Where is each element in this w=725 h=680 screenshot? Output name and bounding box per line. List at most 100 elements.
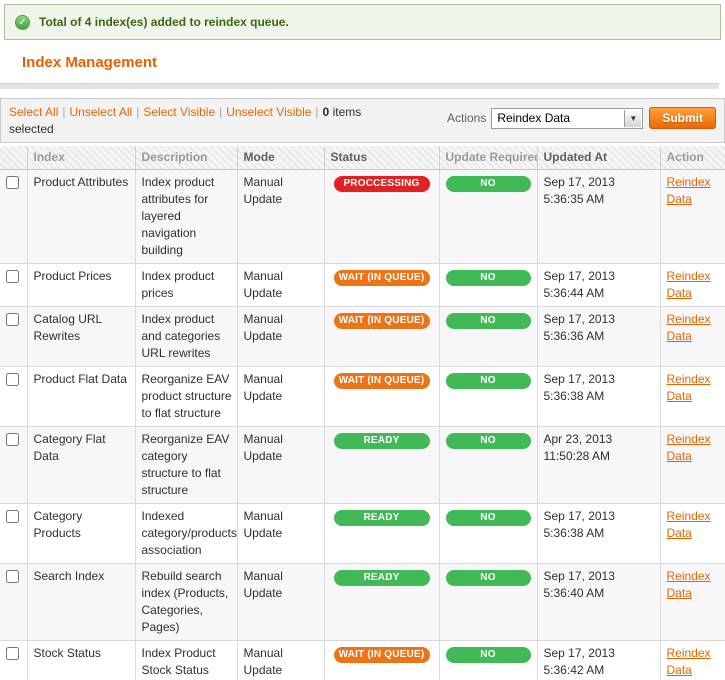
index-cell: Product Flat Data [27, 366, 136, 427]
grid-header-row: Index Description Mode Status Update Require… [0, 146, 725, 170]
row-checkbox[interactable] [6, 646, 19, 660]
actions-select[interactable]: Reindex Data ▼ [491, 107, 644, 129]
row-checkbox[interactable] [6, 509, 19, 523]
column-header-update-required[interactable]: Update Required [439, 146, 538, 170]
mass-link-unselect-visible[interactable]: Unselect Visible [226, 105, 312, 119]
status-badge: WAIT (IN QUEUE) [333, 646, 430, 663]
mode-cell: Manual Update [237, 306, 325, 367]
update-required-cell: NO [439, 306, 538, 367]
row-checkbox-cell [0, 263, 28, 307]
action-cell: Reindex Data [660, 503, 725, 564]
update-required-badge: NO [445, 175, 531, 192]
chevron-down-icon[interactable]: ▼ [624, 109, 642, 127]
row-checkbox[interactable] [6, 269, 19, 283]
update-required-badge: NO [445, 509, 531, 526]
action-cell: Reindex Data [660, 563, 725, 641]
row-checkbox-cell [0, 306, 28, 367]
link-separator: | [219, 105, 223, 119]
column-header-mode[interactable]: Mode [237, 146, 325, 170]
table-row: Category Products Indexed category/produc… [0, 503, 725, 564]
success-check-icon: ✓ [15, 14, 30, 30]
column-header-updated-at[interactable]: Updated At [537, 146, 661, 170]
mode-cell: Manual Update [237, 263, 325, 307]
update-required-badge: NO [445, 432, 531, 449]
status-cell: WAIT (IN QUEUE) [324, 263, 440, 307]
submit-button[interactable]: Submit [649, 107, 716, 129]
reindex-data-link[interactable]: Reindex Data [666, 371, 711, 403]
update-required-badge: NO [445, 269, 531, 286]
updated-at-cell: Sep 17, 2013 5:36:38 AM [537, 503, 661, 564]
link-separator: | [62, 105, 66, 119]
status-badge: PROCCESSING [333, 175, 430, 192]
update-required-cell: NO [439, 563, 538, 641]
reindex-data-link[interactable]: Reindex Data [666, 268, 711, 300]
update-required-badge: NO [445, 569, 531, 586]
row-checkbox[interactable] [6, 175, 19, 189]
action-cell: Reindex Data [660, 306, 725, 367]
status-cell: PROCCESSING [324, 169, 440, 264]
link-separator: | [136, 105, 140, 119]
description-cell: Index product attributes for layered nav… [135, 169, 238, 264]
column-header-action: Action [660, 146, 725, 170]
status-cell: WAIT (IN QUEUE) [324, 640, 440, 680]
update-required-cell: NO [439, 366, 538, 427]
index-cell: Stock Status [27, 640, 136, 680]
update-required-cell: NO [439, 169, 538, 264]
link-separator: | [315, 105, 319, 119]
column-header-description[interactable]: Description [135, 146, 238, 170]
row-checkbox[interactable] [6, 569, 19, 583]
table-row: Category Flat Data Reorganize EAV categor… [0, 426, 725, 504]
row-checkbox-cell [0, 169, 28, 264]
table-row: Catalog URL Rewrites Index product and ca… [0, 306, 725, 367]
index-cell: Search Index [27, 563, 136, 641]
index-grid: Index Description Mode Status Update Require… [0, 146, 725, 680]
success-message-banner: ✓ Total of 4 index(es) added to reindex … [4, 4, 721, 40]
row-checkbox[interactable] [6, 432, 19, 446]
mass-link-unselect-all[interactable]: Unselect All [69, 105, 133, 119]
mode-cell: Manual Update [237, 563, 325, 641]
reindex-data-link[interactable]: Reindex Data [666, 645, 711, 677]
reindex-data-link[interactable]: Reindex Data [666, 568, 711, 600]
reindex-data-link[interactable]: Reindex Data [666, 174, 711, 206]
status-badge: WAIT (IN QUEUE) [333, 372, 430, 389]
mass-link-select-visible[interactable]: Select Visible [143, 105, 216, 119]
updated-at-cell: Sep 17, 2013 5:36:35 AM [537, 169, 661, 264]
row-checkbox-cell [0, 640, 28, 680]
status-badge: WAIT (IN QUEUE) [333, 269, 430, 286]
description-cell: Index product prices [135, 263, 238, 307]
action-cell: Reindex Data [660, 366, 725, 427]
row-checkbox[interactable] [6, 312, 19, 326]
mode-cell: Manual Update [237, 366, 325, 427]
mode-cell: Manual Update [237, 503, 325, 564]
mass-link-select-all[interactable]: Select All [9, 105, 59, 119]
action-cell: Reindex Data [660, 263, 725, 307]
description-cell: Index Product Stock Status [135, 640, 238, 680]
update-required-badge: NO [445, 372, 531, 389]
reindex-data-link[interactable]: Reindex Data [666, 508, 711, 540]
reindex-data-link[interactable]: Reindex Data [666, 431, 711, 463]
table-row: Product Attributes Index product attribut… [0, 169, 725, 264]
column-header-checkbox [0, 146, 28, 170]
success-message-text: Total of 4 index(es) added to reindex qu… [39, 15, 289, 29]
column-header-status[interactable]: Status [324, 146, 440, 170]
action-cell: Reindex Data [660, 169, 725, 264]
mode-cell: Manual Update [237, 640, 325, 680]
page-title: Index Management [22, 54, 158, 71]
status-cell: READY [324, 503, 440, 564]
reindex-data-link[interactable]: Reindex Data [666, 311, 711, 343]
updated-at-cell: Sep 17, 2013 5:36:44 AM [537, 263, 661, 307]
table-row: Product Prices Index product prices Manual… [0, 263, 725, 307]
row-checkbox[interactable] [6, 372, 19, 386]
update-required-cell: NO [439, 263, 538, 307]
index-cell: Category Products [27, 503, 136, 564]
selected-count: 0 [322, 105, 330, 119]
column-header-index[interactable]: Index [27, 146, 136, 170]
row-checkbox-cell [0, 426, 28, 504]
status-badge: WAIT (IN QUEUE) [333, 312, 430, 329]
update-required-cell: NO [439, 503, 538, 564]
updated-at-cell: Sep 17, 2013 5:36:40 AM [537, 563, 661, 641]
table-row: Search Index Rebuild search index (Produc… [0, 563, 725, 641]
update-required-badge: NO [445, 646, 531, 663]
description-cell: Index product and categories URL rewrite… [135, 306, 238, 367]
mass-action-links: Select All | Unselect All | Select Visible | U… [9, 104, 394, 138]
